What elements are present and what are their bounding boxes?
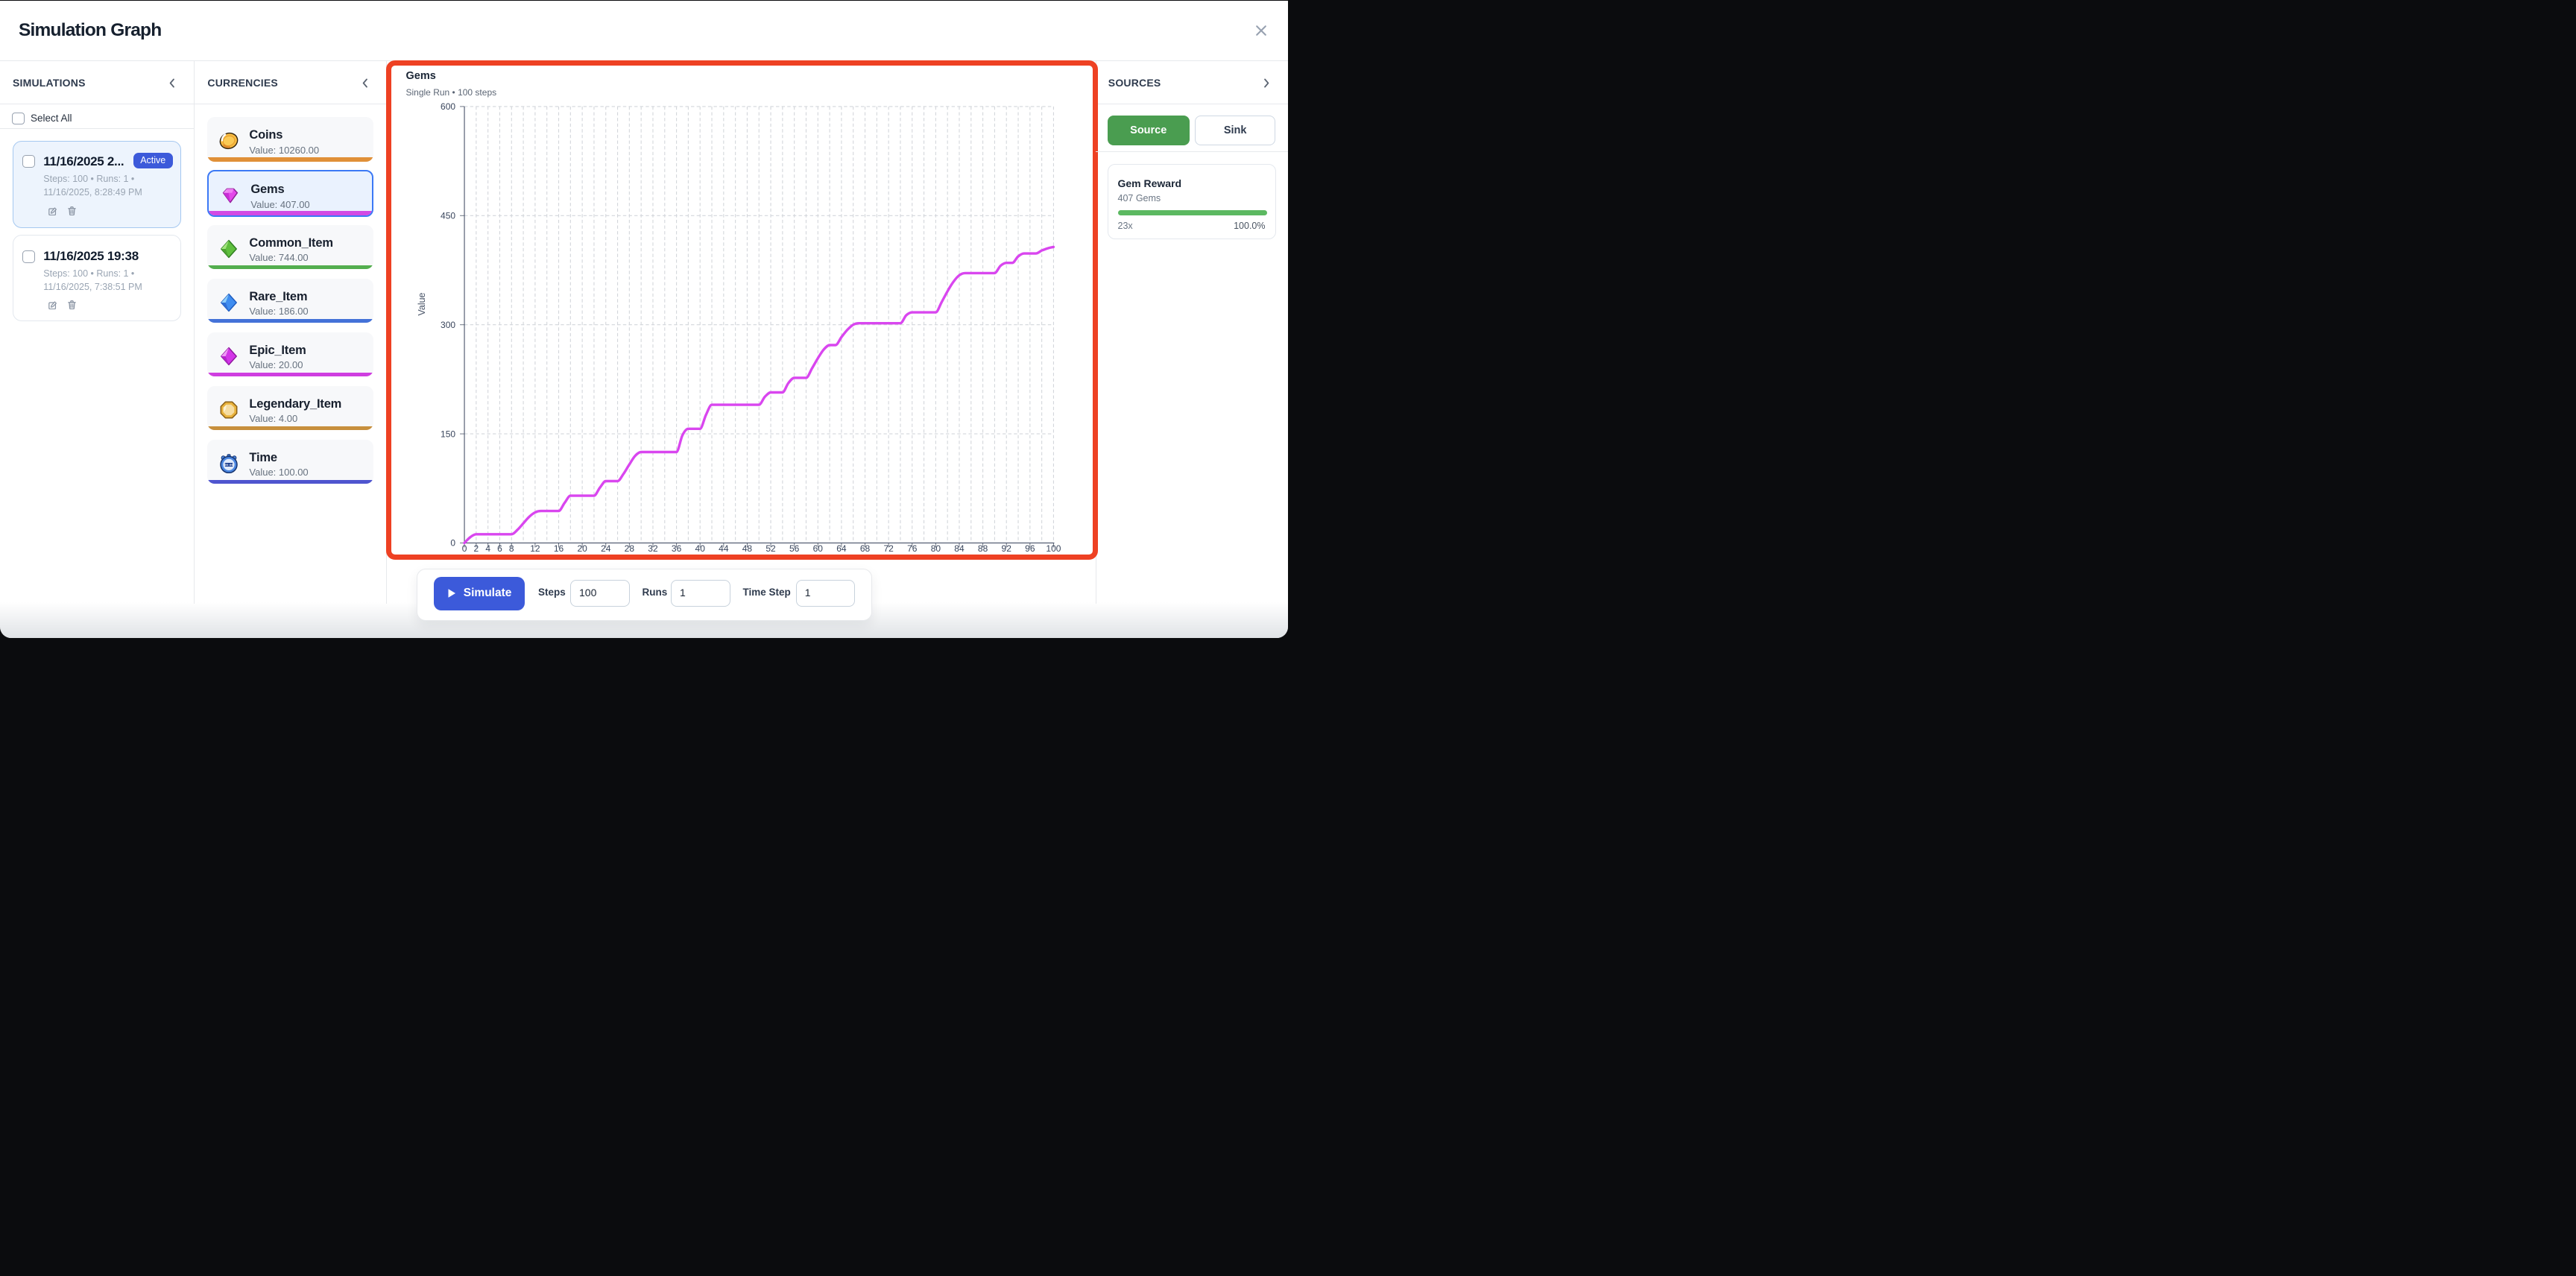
svg-text:36: 36	[672, 543, 682, 554]
svg-text:20: 20	[577, 543, 587, 554]
svg-text:72: 72	[883, 543, 894, 554]
svg-text:56: 56	[789, 543, 800, 554]
svg-text:16: 16	[554, 543, 564, 554]
svg-text:2: 2	[474, 543, 479, 554]
svg-text:0: 0	[450, 538, 455, 549]
svg-text:44: 44	[719, 543, 729, 554]
svg-text:6: 6	[497, 543, 502, 554]
svg-text:40: 40	[695, 543, 706, 554]
svg-text:52: 52	[765, 543, 776, 554]
svg-text:60: 60	[813, 543, 824, 554]
svg-text:48: 48	[742, 543, 753, 554]
svg-text:80: 80	[931, 543, 941, 554]
svg-text:150: 150	[441, 429, 455, 439]
svg-text:100: 100	[1046, 543, 1061, 554]
svg-text:88: 88	[978, 543, 988, 554]
svg-text:Value: Value	[417, 292, 427, 315]
svg-text:76: 76	[907, 543, 918, 554]
svg-text:12: 12	[530, 543, 540, 554]
svg-text:4: 4	[485, 543, 490, 554]
svg-text:28: 28	[625, 543, 635, 554]
svg-text:84: 84	[954, 543, 965, 554]
svg-text:300: 300	[441, 320, 455, 330]
svg-text:32: 32	[648, 543, 658, 554]
svg-text:450: 450	[441, 211, 455, 221]
svg-text:8: 8	[509, 543, 514, 554]
svg-text:96: 96	[1025, 543, 1035, 554]
svg-text:0: 0	[462, 543, 467, 554]
svg-text:24: 24	[601, 543, 611, 554]
svg-text:00:00: 00:00	[225, 464, 234, 467]
svg-text:68: 68	[860, 543, 871, 554]
svg-text:64: 64	[836, 543, 847, 554]
svg-text:92: 92	[1002, 543, 1012, 554]
svg-text:600: 600	[441, 101, 455, 112]
